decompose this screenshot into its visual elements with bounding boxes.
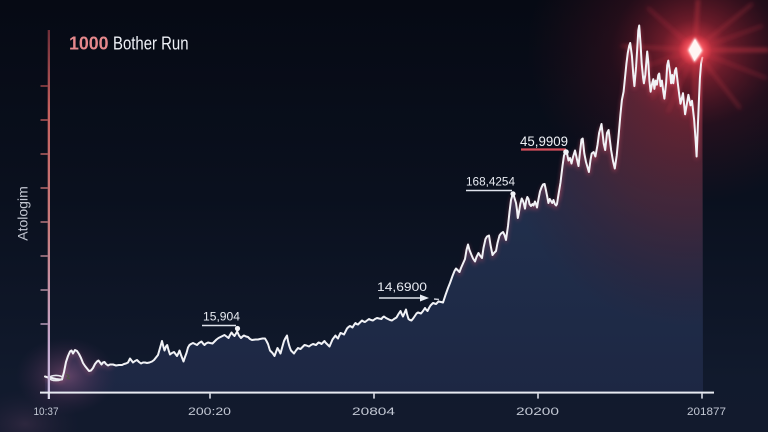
svg-text:1000: 1000	[69, 33, 109, 54]
svg-text:168,4254: 168,4254	[466, 177, 516, 189]
svg-text:10:37: 10:37	[34, 406, 59, 418]
svg-text:Bother Run: Bother Run	[113, 33, 189, 54]
svg-text:15,904: 15,904	[203, 312, 241, 324]
svg-text:20804: 20804	[352, 406, 395, 418]
svg-text:20200: 20200	[516, 406, 559, 418]
svg-text:201877: 201877	[687, 406, 726, 418]
svg-text:Atologim: Atologim	[15, 186, 31, 240]
svg-text:200:20: 200:20	[188, 406, 231, 418]
svg-text:45,9909: 45,9909	[520, 134, 568, 149]
svg-text:14,6900: 14,6900	[377, 282, 427, 294]
